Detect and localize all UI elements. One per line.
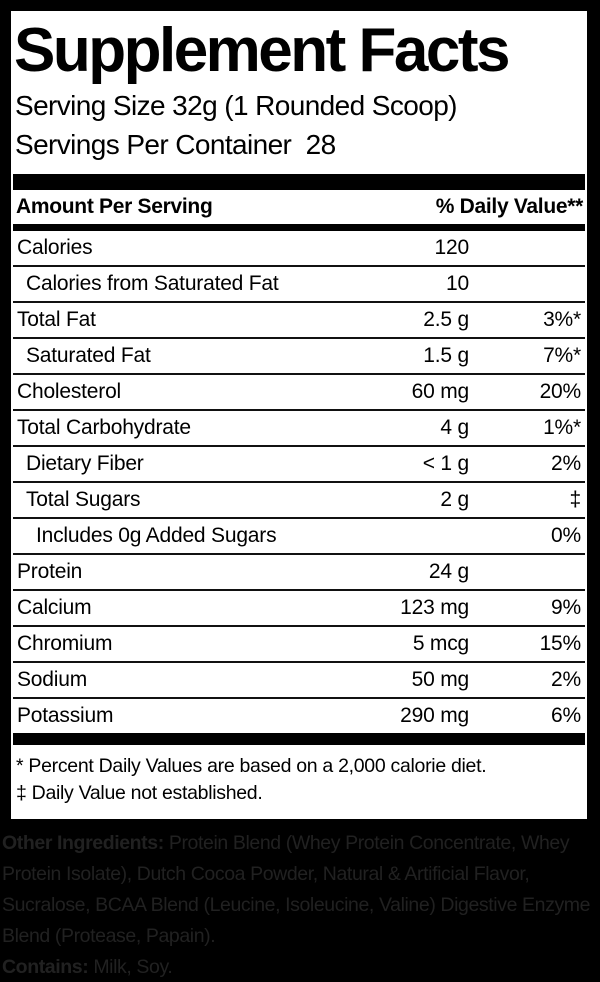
table-row: Dietary Fiber < 1 g 2% xyxy=(13,447,585,484)
header-divider-bar xyxy=(13,174,585,191)
contains-paragraph: Contains: Milk, Soy. xyxy=(2,952,596,982)
other-ingredients-paragraph: Other Ingredients: Protein Blend (Whey P… xyxy=(2,828,596,952)
table-row: Saturated Fat 1.5 g 7%* xyxy=(13,339,585,376)
column-header-row: Amount Per Serving % Daily Value** xyxy=(11,190,587,224)
nutrient-daily-value: ‡ xyxy=(569,488,582,512)
nutrient-amount: 10 xyxy=(446,272,469,296)
footnote-divider-bar xyxy=(13,733,585,746)
nutrient-daily-value: 6% xyxy=(551,704,581,728)
nutrient-amount: 50 mg xyxy=(411,668,470,692)
nutrient-name: Includes 0g Added Sugars xyxy=(36,524,277,548)
nutrient-daily-value: 7%* xyxy=(543,344,581,368)
nutrient-name: Calcium xyxy=(17,596,92,620)
nutrient-amount: < 1 g xyxy=(422,452,469,476)
table-row: Total Fat 2.5 g 3%* xyxy=(13,303,585,340)
servings-per-container-text: Servings Per Container 28 xyxy=(15,129,336,161)
nutrient-daily-value: 9% xyxy=(551,596,581,620)
nutrient-amount: 2 g xyxy=(440,488,469,512)
ingredients-section: Other Ingredients: Protein Blend (Whey P… xyxy=(0,828,600,982)
nutrient-name: Total Sugars xyxy=(26,488,141,512)
nutrient-table: Calories 120 Calories from Saturated Fat… xyxy=(11,231,587,733)
nutrient-name: Calories from Saturated Fat xyxy=(26,272,279,296)
nutrient-name: Cholesterol xyxy=(17,380,122,404)
nutrient-name: Protein xyxy=(17,560,83,584)
nutrient-name: Potassium xyxy=(17,704,114,728)
table-row: Protein 24 g xyxy=(13,555,585,592)
table-row: Total Carbohydrate 4 g 1%* xyxy=(13,411,585,448)
nutrient-daily-value: 3%* xyxy=(543,308,581,332)
nutrient-daily-value: 0% xyxy=(551,524,581,548)
nutrient-amount: 4 g xyxy=(440,416,469,440)
serving-size-text: Serving Size 32g (1 Rounded Scoop) xyxy=(15,90,457,122)
footnote-not-established: ‡ Daily Value not established. xyxy=(16,782,263,805)
contains-text: Milk, Soy. xyxy=(88,956,173,978)
contains-label: Contains: xyxy=(2,956,89,978)
footnotes: * Percent Daily Values are based on a 2,… xyxy=(11,745,587,819)
nutrient-name: Chromium xyxy=(17,632,113,656)
nutrient-name: Dietary Fiber xyxy=(26,452,144,476)
nutrient-daily-value: 2% xyxy=(551,668,581,692)
nutrient-daily-value: 15% xyxy=(539,632,582,656)
table-row: Total Sugars 2 g ‡ xyxy=(13,483,585,520)
amount-per-serving-header: Amount Per Serving xyxy=(16,195,213,219)
nutrient-name: Sodium xyxy=(17,668,88,692)
nutrient-daily-value: 20% xyxy=(539,380,582,404)
nutrient-name: Total Fat xyxy=(17,308,96,332)
table-row: Potassium 290 mg 6% xyxy=(13,699,585,733)
nutrient-amount: 120 xyxy=(434,236,470,260)
nutrient-daily-value: 1%* xyxy=(543,416,581,440)
nutrient-amount: 123 mg xyxy=(400,596,469,620)
nutrient-name: Saturated Fat xyxy=(26,344,151,368)
nutrient-amount: 290 mg xyxy=(400,704,469,728)
other-ingredients-label: Other Ingredients: xyxy=(2,832,164,854)
nutrient-name: Calories xyxy=(17,236,93,260)
nutrient-amount: 60 mg xyxy=(411,380,470,404)
table-row: Chromium 5 mcg 15% xyxy=(13,627,585,664)
table-row: Cholesterol 60 mg 20% xyxy=(13,375,585,412)
nutrient-amount: 1.5 g xyxy=(423,344,469,368)
column-header-divider-bar xyxy=(13,224,585,232)
facts-panel: Supplement Facts Serving Size 32g (1 Rou… xyxy=(8,8,590,823)
nutrient-daily-value: 2% xyxy=(551,452,581,476)
table-row: Includes 0g Added Sugars 0% xyxy=(13,519,585,556)
table-row: Calories 120 xyxy=(13,231,585,268)
nutrient-amount: 24 g xyxy=(428,560,469,584)
other-ingredients-text: Protein Blend (Whey Protein Concentrate,… xyxy=(2,832,591,947)
table-row: Calcium 123 mg 9% xyxy=(13,591,585,628)
table-row: Sodium 50 mg 2% xyxy=(13,663,585,700)
nutrient-amount: 2.5 g xyxy=(423,308,469,332)
daily-value-header: % Daily Value** xyxy=(435,195,584,219)
nutrient-amount: 5 mcg xyxy=(412,632,469,656)
footnote-daily-values: * Percent Daily Values are based on a 2,… xyxy=(16,755,487,778)
nutrient-name: Total Carbohydrate xyxy=(17,416,191,440)
table-row: Calories from Saturated Fat 10 xyxy=(13,267,585,304)
page-title: Supplement Facts xyxy=(14,16,511,85)
